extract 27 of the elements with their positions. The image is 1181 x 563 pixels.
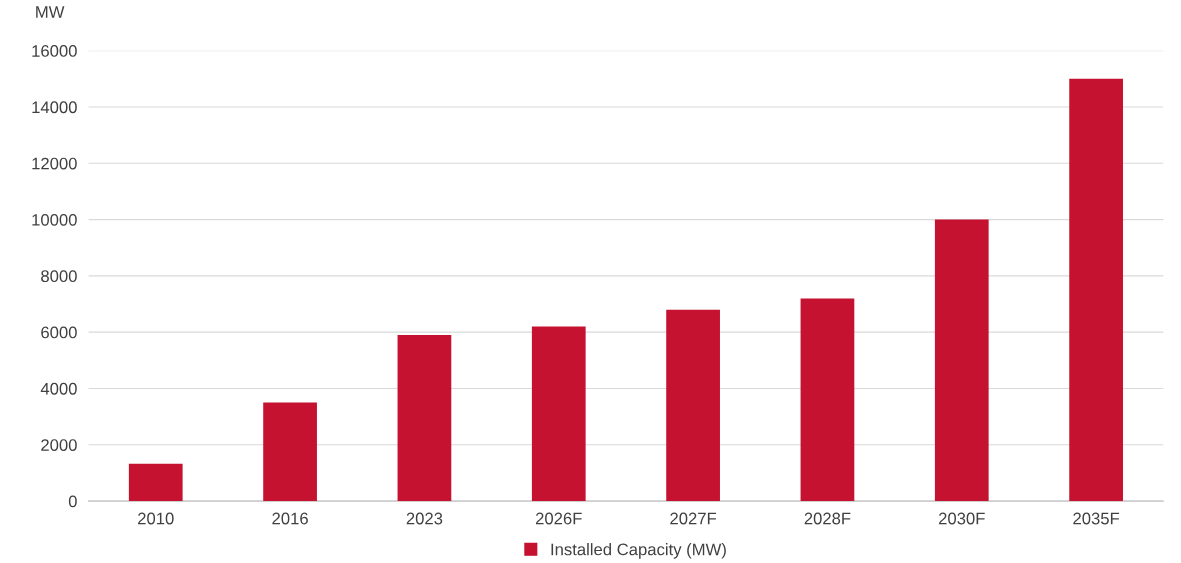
x-tick-label: 2023 bbox=[406, 512, 443, 525]
x-tick-label: 2028F bbox=[804, 512, 851, 525]
y-axis-title: MW bbox=[36, 6, 65, 18]
x-tick-label: 2010 bbox=[138, 512, 174, 525]
y-tick-label: 6000 bbox=[41, 326, 77, 339]
bar bbox=[128, 463, 183, 502]
x-tick-label: 2035F bbox=[1073, 512, 1120, 525]
x-tick-label: 2030F bbox=[938, 512, 985, 525]
y-tick-label: 2000 bbox=[41, 439, 77, 451]
y-tick-label: 16000 bbox=[32, 45, 77, 57]
y-tick-label: 12000 bbox=[32, 157, 77, 170]
bar bbox=[531, 326, 586, 502]
bar bbox=[934, 219, 989, 502]
y-tick-label: 14000 bbox=[32, 101, 77, 114]
bar bbox=[666, 309, 720, 502]
x-tick-label: 2016 bbox=[272, 512, 308, 525]
bar bbox=[263, 402, 317, 502]
legend-label: Installed Capacity (MW) bbox=[551, 543, 726, 559]
y-tick-label: 10000 bbox=[32, 213, 77, 226]
y-tick-label: 4000 bbox=[40, 382, 77, 395]
y-tick-label: 8000 bbox=[41, 270, 77, 283]
x-tick-label: 2026F bbox=[535, 512, 582, 525]
y-tick-label: 0 bbox=[68, 495, 77, 508]
bar bbox=[397, 334, 452, 502]
bar bbox=[800, 298, 855, 502]
bar bbox=[1069, 78, 1123, 502]
x-tick-label: 2027F bbox=[670, 512, 717, 525]
